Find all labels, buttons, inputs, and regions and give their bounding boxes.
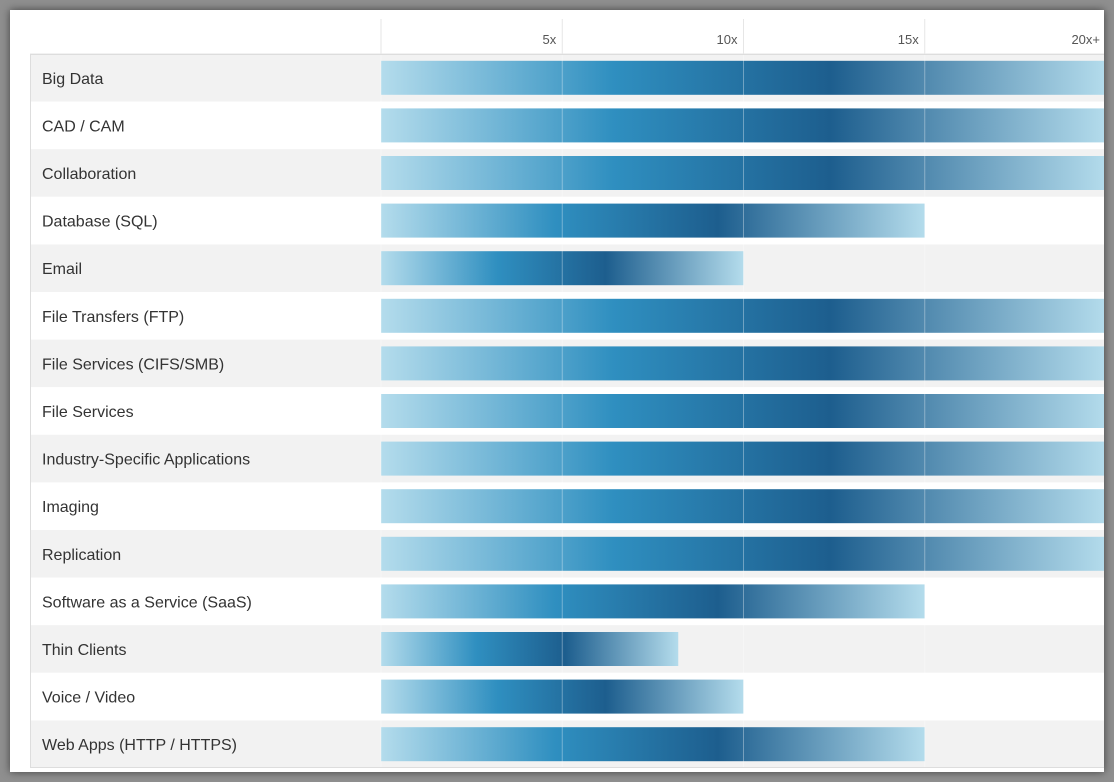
bar — [381, 584, 925, 619]
table-row: Replication — [30, 530, 1104, 578]
bar — [381, 536, 1104, 571]
bar — [381, 679, 744, 714]
bar — [381, 346, 1104, 381]
tick-label: 10x — [717, 32, 738, 47]
table-row: Email — [30, 244, 1104, 292]
table-row: Thin Clients — [30, 625, 1104, 673]
bar — [381, 203, 925, 238]
category-label: Web Apps (HTTP / HTTPS) — [42, 737, 237, 754]
bar — [381, 251, 744, 286]
category-label: Software as a Service (SaaS) — [42, 594, 252, 611]
category-label: File Services (CIFS/SMB) — [42, 356, 224, 373]
axis-header: 5x 10x 15x 20x+ — [30, 19, 1104, 55]
table-row: CAD / CAM — [30, 101, 1104, 150]
category-label: Imaging — [42, 499, 99, 516]
table-row: Collaboration — [30, 149, 1104, 197]
table-row: Voice / Video — [30, 672, 1104, 721]
category-label: Collaboration — [42, 166, 136, 183]
table-row: Industry-Specific Applications — [30, 434, 1104, 483]
bar — [381, 727, 925, 762]
tick-label: 15x — [898, 32, 919, 47]
category-label: Thin Clients — [42, 642, 126, 659]
category-label: File Services — [42, 404, 134, 421]
category-label: Industry-Specific Applications — [42, 452, 250, 469]
bar — [381, 108, 1104, 143]
bar — [381, 441, 1104, 476]
bar — [381, 298, 1104, 333]
bar — [381, 60, 1104, 95]
category-label: File Transfers (FTP) — [42, 309, 184, 326]
axis-header-band — [30, 19, 1104, 54]
gridlines — [30, 54, 1104, 768]
category-label: Database (SQL) — [42, 214, 158, 231]
tick-label: 20x+ — [1071, 32, 1100, 47]
category-label: CAD / CAM — [42, 118, 125, 135]
bar — [381, 156, 1104, 190]
tick-label: 5x — [543, 32, 557, 47]
chart-panel: 5x 10x 15x 20x+ Big Data CAD / CAM Collaborat… — [10, 10, 1104, 772]
category-label: Replication — [42, 547, 121, 564]
table-row: File Services — [30, 387, 1104, 435]
performance-bar-chart: 5x 10x 15x 20x+ Big Data CAD / CAM Collaborat… — [30, 19, 1104, 768]
table-row: Imaging — [30, 482, 1104, 530]
bar — [381, 489, 1104, 524]
table-row: Database (SQL) — [30, 196, 1104, 245]
category-label: Email — [42, 261, 82, 278]
bar — [381, 394, 1104, 428]
chart-rows: Big Data CAD / CAM Collaboration Database (… — [30, 54, 1104, 768]
category-label: Big Data — [42, 71, 103, 88]
chart-border — [30, 54, 1104, 768]
table-row: File Services (CIFS/SMB) — [30, 339, 1104, 388]
table-row: Big Data — [30, 54, 1104, 102]
bar — [381, 632, 679, 666]
table-row: Software as a Service (SaaS) — [30, 577, 1104, 626]
table-row: File Transfers (FTP) — [30, 292, 1104, 340]
category-label: Voice / Video — [42, 690, 135, 707]
table-row: Web Apps (HTTP / HTTPS) — [30, 720, 1104, 768]
